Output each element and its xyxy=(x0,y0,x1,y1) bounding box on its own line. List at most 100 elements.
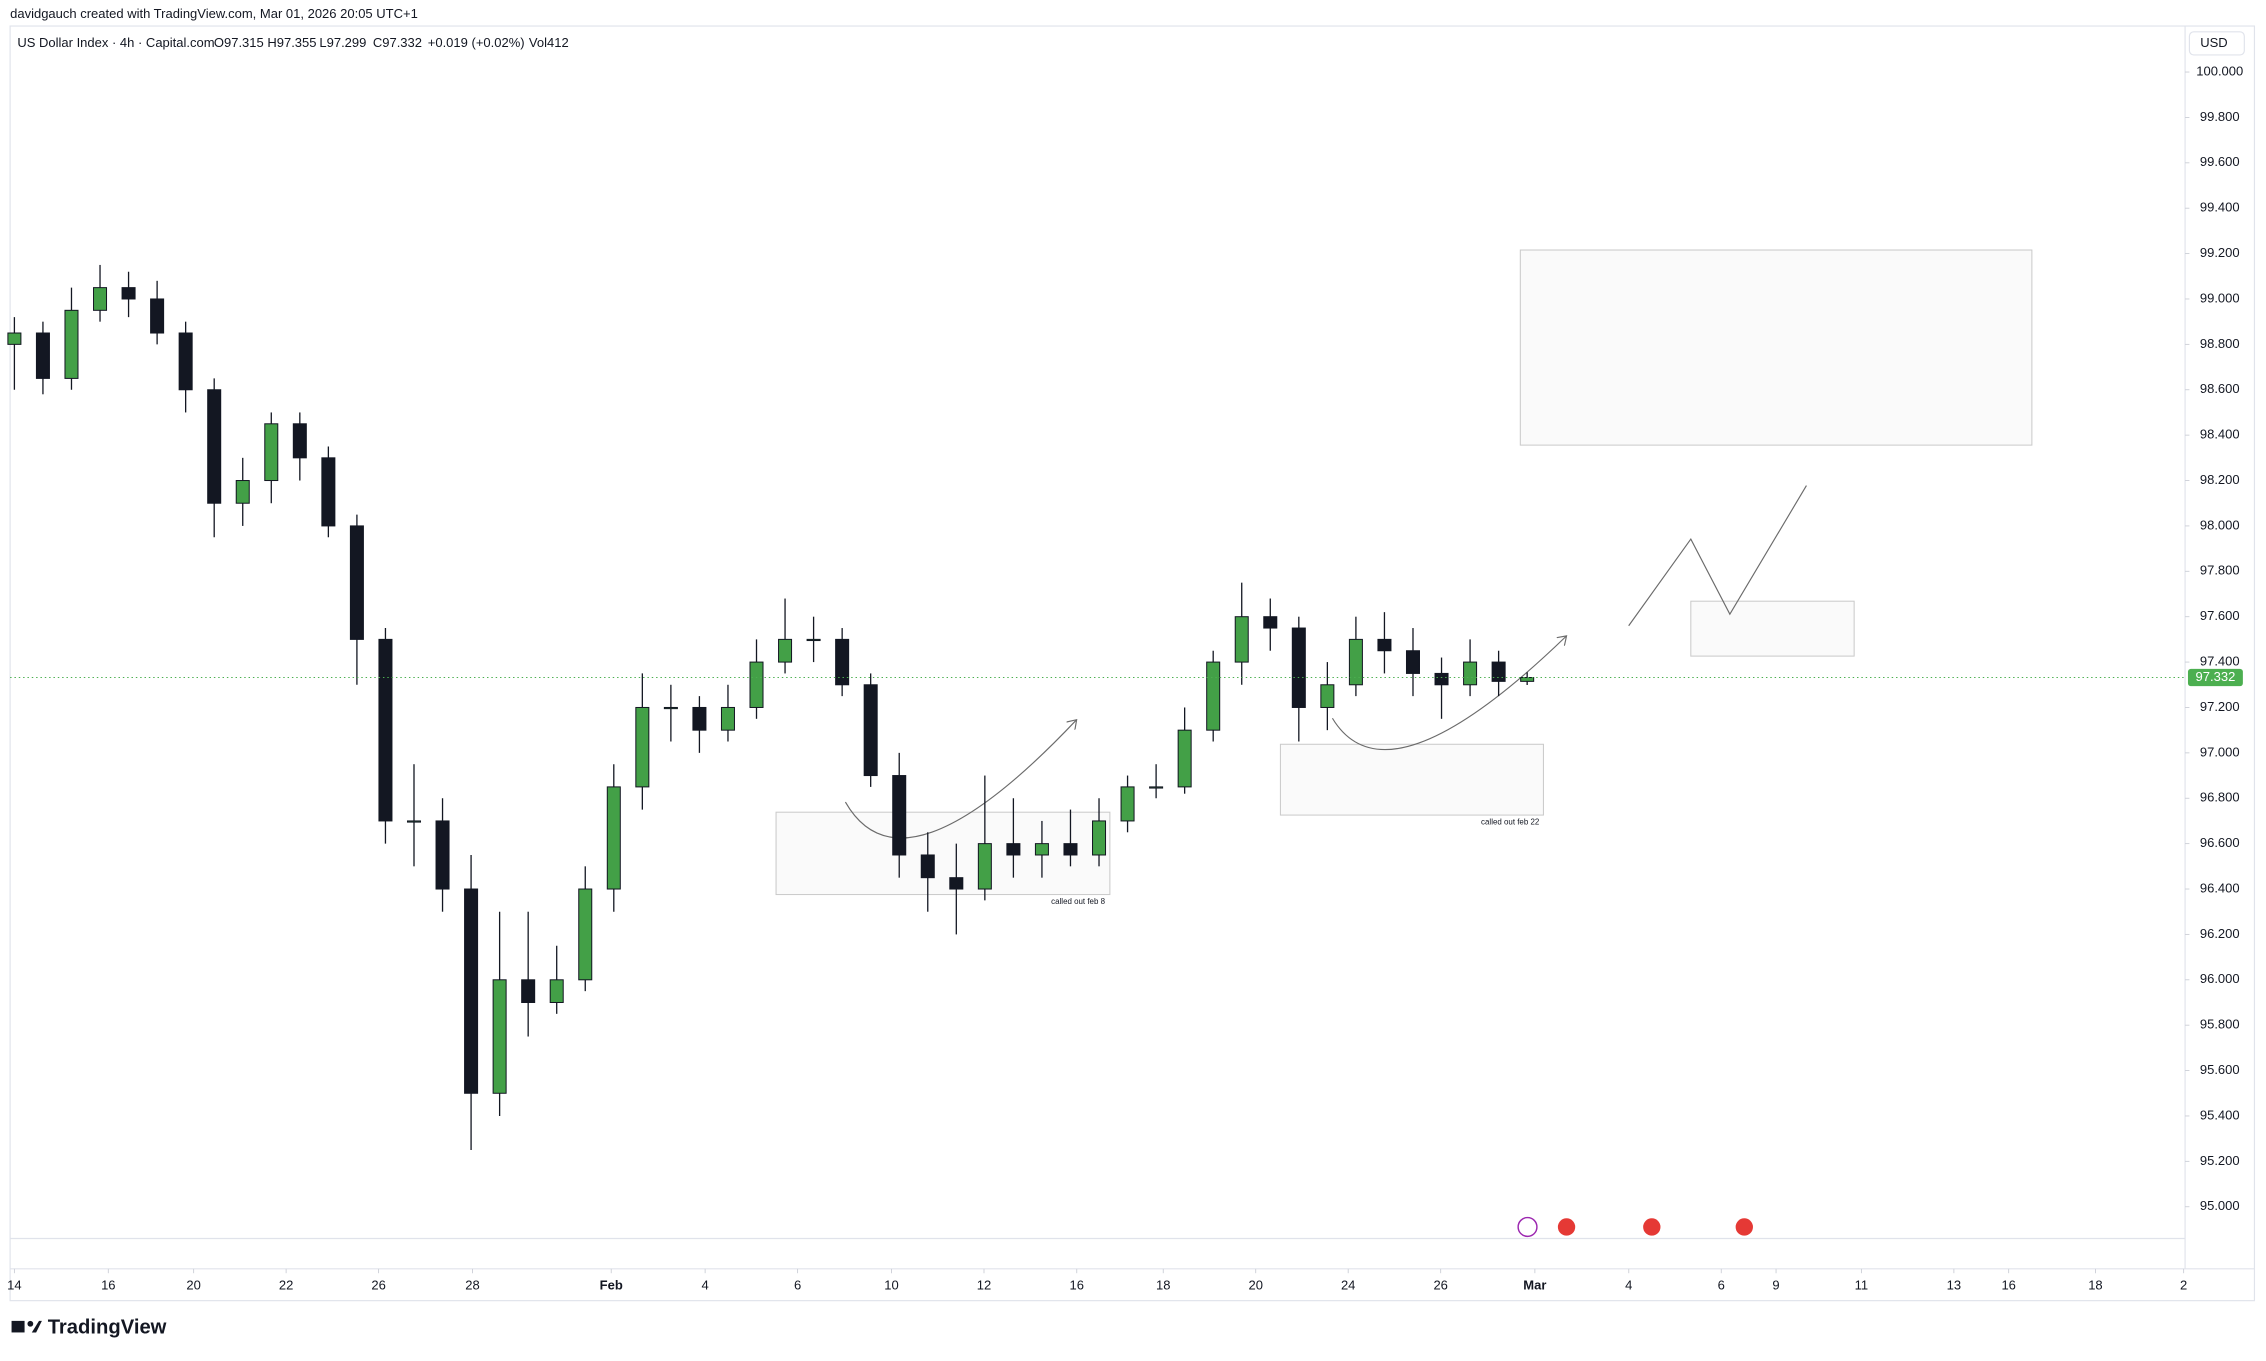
y-tick-label: 97.600 xyxy=(2200,608,2240,623)
candle-body xyxy=(349,525,364,640)
y-tick-label: 95.200 xyxy=(2200,1153,2240,1168)
candle-body xyxy=(1006,843,1021,856)
candle-body xyxy=(1206,661,1221,731)
candle-body xyxy=(1434,672,1449,686)
currency-button[interactable] xyxy=(2188,31,2245,56)
x-tick-label: 9 xyxy=(1772,1278,1779,1293)
candle-body xyxy=(35,332,50,379)
candle-body xyxy=(1348,638,1363,686)
candle-body xyxy=(977,843,992,890)
x-tick-label: 26 xyxy=(371,1278,385,1293)
candle-body xyxy=(492,979,507,1094)
logo-mark xyxy=(11,1320,25,1333)
candle-body xyxy=(806,638,821,642)
drawings: called out feb 8 called out feb 22 xyxy=(775,249,2033,906)
event-icon[interactable] xyxy=(1556,1216,1577,1238)
x-tick-label: 13 xyxy=(1947,1278,1961,1293)
candle-body xyxy=(178,332,193,391)
x-tick-label: 20 xyxy=(186,1278,200,1293)
x-tick-label: 11 xyxy=(1855,1278,1869,1293)
candle-body xyxy=(720,706,735,731)
brand: TradingView xyxy=(48,1316,167,1338)
x-tick-label: 6 xyxy=(1718,1278,1725,1293)
candle-body xyxy=(150,298,165,334)
curve-arrow xyxy=(844,720,1076,839)
low: L97.299 xyxy=(319,35,366,50)
zone-rect xyxy=(1690,600,1855,657)
change: +0.019 (+0.02%) xyxy=(428,35,525,50)
close: C97.332 xyxy=(373,35,422,50)
x-tick-label: 16 xyxy=(1070,1278,1084,1293)
candle-body xyxy=(606,786,621,890)
candle-body xyxy=(435,820,450,890)
candle-body xyxy=(64,309,79,379)
y-tick-label: 98.800 xyxy=(2200,336,2240,351)
curve-arrow xyxy=(1331,636,1566,751)
zone-rect xyxy=(775,811,1111,896)
candle-body xyxy=(1034,843,1049,856)
y-tick-label: 97.400 xyxy=(2200,654,2240,669)
currency[interactable]: USD xyxy=(2200,35,2227,50)
x-tick-label: 24 xyxy=(1341,1278,1355,1293)
symbol: US Dollar Index · 4h · Capital.com xyxy=(17,35,214,50)
y-tick-label: 98.000 xyxy=(2200,517,2240,532)
x-tick-label: 4 xyxy=(702,1278,709,1293)
event-icon[interactable] xyxy=(1641,1216,1662,1238)
x-tick-label: 18 xyxy=(1156,1278,1170,1293)
y-tick-label: 96.200 xyxy=(2200,926,2240,941)
event-icons xyxy=(1517,1216,1755,1238)
x-tick-label: 4 xyxy=(1625,1278,1632,1293)
candle-body xyxy=(264,423,279,482)
candle-body xyxy=(1320,684,1335,708)
candle-body xyxy=(892,775,907,856)
candle-body xyxy=(863,684,878,777)
x-tick-label: Mar xyxy=(1523,1278,1546,1293)
candle-body xyxy=(1120,786,1135,822)
y-tick-label: 99.400 xyxy=(2200,200,2240,215)
high: H97.355 xyxy=(267,35,316,50)
y-tick-label: 97.000 xyxy=(2200,744,2240,759)
candle-body xyxy=(464,888,479,1094)
annotation: called out feb 22 xyxy=(1481,817,1540,826)
zone-rect xyxy=(1279,743,1544,816)
candle-body xyxy=(920,854,935,879)
y-tick-label: 96.400 xyxy=(2200,880,2240,895)
candle-body xyxy=(1491,661,1506,682)
plot xyxy=(7,264,1535,1151)
candle-body xyxy=(121,287,136,300)
event-icon[interactable] xyxy=(1734,1216,1755,1238)
y-tick-label: 95.000 xyxy=(2200,1198,2240,1213)
y-tick-label: 96.600 xyxy=(2200,835,2240,850)
y-tick-label: 98.200 xyxy=(2200,472,2240,487)
candle-body xyxy=(663,706,678,710)
event-icon[interactable] xyxy=(1517,1216,1538,1238)
candle-body xyxy=(1291,627,1306,708)
y-tick-label: 98.400 xyxy=(2200,427,2240,442)
brand-logo: TradingView xyxy=(11,1316,167,1338)
candle-body xyxy=(1377,638,1392,652)
y-tick-label: 100.000 xyxy=(2196,63,2243,78)
candle-body xyxy=(406,820,422,823)
x-tick-label: Feb xyxy=(600,1278,623,1293)
y-tick-label: 97.800 xyxy=(2200,563,2240,578)
candle-body xyxy=(378,638,393,822)
candle-body xyxy=(521,979,536,1003)
candle-body xyxy=(778,638,793,663)
candle-body xyxy=(949,877,964,890)
last-price-label: 97.332 xyxy=(2196,669,2236,684)
y-tick-label: 95.800 xyxy=(2200,1017,2240,1032)
candle-body xyxy=(549,979,564,1003)
caption: davidgauch created with TradingView.com,… xyxy=(10,6,418,21)
x-tick-label: 14 xyxy=(7,1278,21,1293)
x-tick-label: 20 xyxy=(1248,1278,1262,1293)
y-tick-label: 97.200 xyxy=(2200,699,2240,714)
candle-body xyxy=(1234,616,1249,663)
y-tick-label: 99.000 xyxy=(2200,290,2240,305)
x-tick-label: 12 xyxy=(977,1278,991,1293)
candle-body xyxy=(1520,677,1535,682)
legend-header: US Dollar Index · 4h · Capital.com O97.3… xyxy=(17,35,568,50)
y-tick-label: 96.000 xyxy=(2200,971,2240,986)
chart-frame xyxy=(9,25,2256,1302)
